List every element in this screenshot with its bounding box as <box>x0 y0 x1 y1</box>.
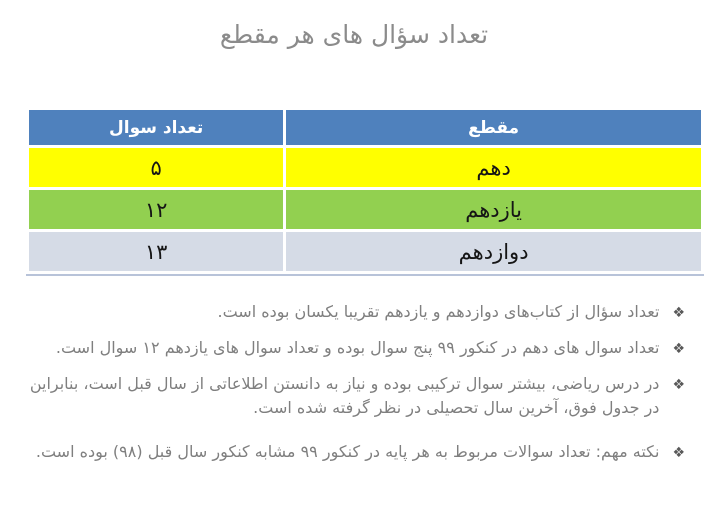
grade-cell: یازدهم <box>286 190 701 229</box>
diamond-bullet-icon: ❖ <box>672 341 685 357</box>
table-row: دوازدهم ۱۳ <box>29 232 701 271</box>
notes-list: ❖ تعداد سؤال از کتاب‌های دوازدهم و یازده… <box>0 300 708 465</box>
table-row: یازدهم ۱۲ <box>29 190 701 229</box>
count-cell: ۵ <box>29 148 284 187</box>
note-text: نکته مهم: تعداد سوالات مربوط به هر پایه … <box>35 442 660 461</box>
page-title: تعداد سؤال های هر مقطع <box>219 20 489 49</box>
table-header-grade: مقطع <box>286 110 701 145</box>
note-item: ❖ تعداد سؤال از کتاب‌های دوازدهم و یازده… <box>28 300 685 325</box>
note-item: ❖ در درس ریاضی، بیشتر سوال ترکیبی بوده و… <box>28 372 685 420</box>
count-cell: ۱۲ <box>29 190 284 229</box>
count-cell: ۱۳ <box>29 232 284 271</box>
table-header-row: مقطع تعداد سوال <box>29 110 701 145</box>
grade-cell: دوازدهم <box>286 232 701 271</box>
note-text: تعداد سؤال از کتاب‌های دوازدهم و یازدهم … <box>217 302 660 321</box>
note-item: ❖ نکته مهم: تعداد سوالات مربوط به هر پای… <box>28 440 685 465</box>
table-row: دهم ۵ <box>29 148 701 187</box>
grade-question-table: مقطع تعداد سوال دهم ۵ یازدهم ۱۲ دوازدهم … <box>26 107 704 276</box>
table-header-count: تعداد سوال <box>29 110 284 145</box>
diamond-bullet-icon: ❖ <box>672 445 685 461</box>
diamond-bullet-icon: ❖ <box>672 305 685 321</box>
note-item: ❖ تعداد سوال های دهم در کنکور ۹۹ پنج سوا… <box>28 336 685 361</box>
grade-cell: دهم <box>286 148 701 187</box>
note-text: در درس ریاضی، بیشتر سوال ترکیبی بوده و ن… <box>29 374 660 417</box>
note-text: تعداد سوال های دهم در کنکور ۹۹ پنج سوال … <box>55 338 660 357</box>
diamond-bullet-icon: ❖ <box>672 377 685 393</box>
